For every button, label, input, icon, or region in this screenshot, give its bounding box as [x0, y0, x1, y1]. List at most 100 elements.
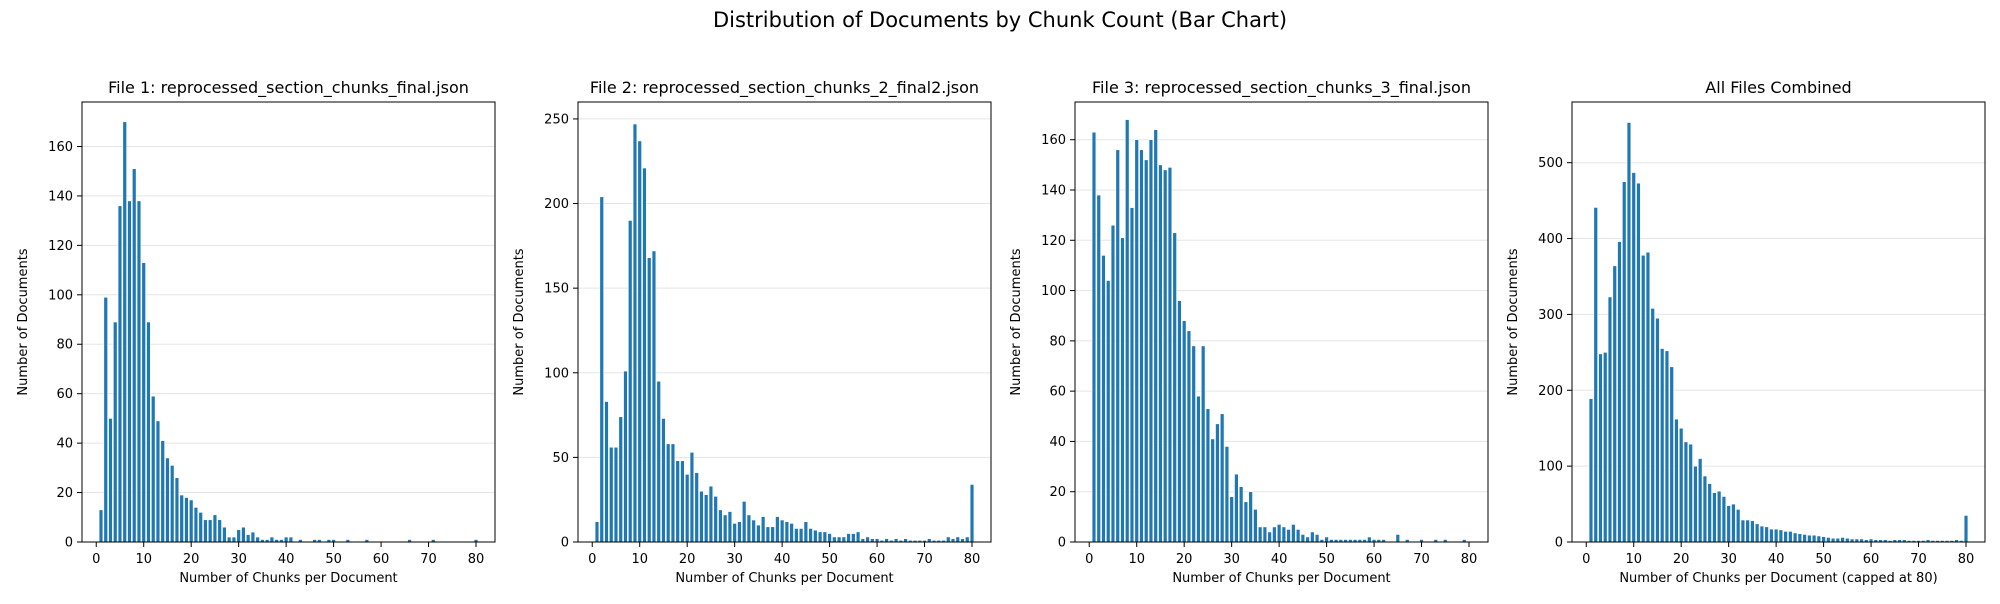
- chart-2-ylabel: Number of Documents: [512, 248, 527, 395]
- chart-2-bar-5: [613, 446, 619, 543]
- chart-2-bar-30: [732, 523, 737, 543]
- chart-1-ytick-label-0: 0: [65, 536, 73, 551]
- chart-3-ytick-label-0: 0: [1058, 536, 1066, 551]
- chart-4-bar-38: [1764, 526, 1769, 543]
- chart-1-bar-15: [165, 457, 170, 543]
- chart-1-ytick-label-60: 60: [56, 387, 73, 402]
- chart-1-bar-12: [151, 395, 156, 543]
- chart-3-bar-43: [1291, 524, 1296, 543]
- chart-2-bar-9: [632, 123, 638, 543]
- chart-3-ytick-label-120: 120: [1041, 234, 1066, 249]
- chart-2-bar-40: [779, 519, 785, 543]
- chart-2-bar-57: [860, 538, 866, 543]
- chart-3: 0 10 20 30 40 50 60 70 80 0 20 40 60 80 100 120 140 160 Fi…: [1009, 78, 1489, 586]
- chart-2-bar-35: [756, 524, 761, 543]
- chart-1-bar-34: [255, 536, 260, 543]
- chart-3-ytick-label-20: 20: [1049, 485, 1066, 500]
- chart-1-bar-16: [169, 465, 175, 543]
- chart-1-bar-6: [122, 121, 127, 543]
- chart-4-bar-80: [1963, 515, 1969, 543]
- chart-1-bar-3: [108, 418, 113, 543]
- chart-1-bar-4: [113, 321, 118, 543]
- chart-2-bar-53: [841, 536, 847, 543]
- chart-2-bar-22: [694, 472, 699, 543]
- chart-2-ytick-label-100: 100: [544, 366, 569, 381]
- chart-1-title: File 1: reprocessed_section_chunks_final…: [108, 78, 469, 98]
- chart-2-bar-12: [647, 257, 652, 543]
- chart-1-ytick-label-120: 120: [48, 239, 73, 254]
- chart-3-bar-36: [1257, 526, 1263, 543]
- chart-4-bar-3: [1598, 353, 1603, 543]
- chart-1-ylabel: Number of Documents: [16, 248, 31, 395]
- chart-4-bar-30: [1726, 505, 1731, 543]
- chart-3-bar-21: [1186, 330, 1192, 543]
- chart-1-xtick-label-60: 60: [373, 552, 390, 567]
- chart-3-xtick-label-60: 60: [1366, 552, 1383, 567]
- chart-4-bar-24: [1697, 458, 1703, 543]
- chart-3-bar-37: [1262, 526, 1268, 543]
- chart-1: 0 10 20 30 40 50 60 70 80 0 20 40 60 80 100 120 140 160 Fi…: [16, 78, 496, 586]
- chart-1-bar-21: [193, 507, 199, 543]
- chart-2-ytick-label-50: 50: [552, 451, 569, 466]
- chart-2-bar-31: [737, 521, 742, 543]
- chart-3-bar-7: [1120, 237, 1125, 543]
- chart-2-bar-8: [628, 220, 633, 543]
- chart-4-bar-27: [1712, 492, 1717, 543]
- chart-3-bar-44: [1295, 529, 1301, 543]
- chart-4-bar-46: [1802, 534, 1807, 543]
- chart-4-bar-9: [1626, 122, 1632, 543]
- chart-1-bar-20: [188, 499, 194, 543]
- chart-4-bar-26: [1707, 483, 1712, 543]
- chart-1-bar-11: [146, 321, 151, 543]
- chart-1-bar-19: [184, 497, 189, 543]
- chart-3-bar-42: [1286, 529, 1291, 543]
- chart-1-bar-2: [103, 296, 108, 543]
- chart-2-xlabel: Number of Chunks per Document: [675, 571, 893, 586]
- chart-4-bar-52: [1830, 537, 1836, 543]
- chart-2-xtick-label-20: 20: [679, 552, 696, 567]
- chart-2-xtick-label-30: 30: [726, 552, 743, 567]
- chart-4-bar-31: [1731, 503, 1736, 543]
- chart-2-bar-59: [870, 538, 875, 543]
- chart-4-bar-23: [1693, 465, 1698, 543]
- chart-1-ytick-label-40: 40: [56, 437, 73, 452]
- chart-1-bar-14: [160, 440, 165, 543]
- chart-4-bar-50: [1821, 536, 1826, 543]
- chart-3-bar-1: [1091, 131, 1097, 543]
- chart-3-bar-29: [1224, 446, 1230, 543]
- chart-4-bar-55: [1845, 537, 1850, 543]
- chart-2-bar-37: [765, 526, 771, 543]
- chart-2-bar-4: [609, 446, 614, 543]
- chart-3-bar-18: [1172, 232, 1177, 543]
- chart-4-bar-19: [1674, 418, 1679, 543]
- chart-2-bar-26: [713, 496, 718, 543]
- chart-4-title: All Files Combined: [1705, 78, 1851, 97]
- chart-2-bar-29: [727, 511, 733, 543]
- chart-3-bar-41: [1281, 526, 1287, 543]
- chart-2-bar-16: [665, 443, 671, 543]
- chart-2-bar-17: [670, 443, 676, 543]
- chart-4-xtick-label-80: 80: [1958, 552, 1975, 567]
- chart-3-bar-27: [1215, 423, 1220, 543]
- chart-2-bar-44: [798, 528, 804, 543]
- chart-4-bar-1: [1588, 398, 1594, 543]
- chart-2-bar-18: [675, 460, 680, 543]
- chart-2-bar-75: [946, 536, 951, 543]
- chart-4-xtick-label-0: 0: [1582, 552, 1590, 567]
- chart-3-bar-22: [1191, 345, 1196, 543]
- chart-4-bar-18: [1669, 366, 1674, 543]
- chart-3-bar-26: [1210, 438, 1215, 543]
- chart-2-bar-62: [884, 538, 889, 543]
- chart-2-bar-32: [741, 501, 747, 543]
- chart-4-bar-10: [1631, 172, 1636, 543]
- chart-3-bar-10: [1134, 139, 1139, 543]
- chart-2-bar-33: [746, 514, 752, 543]
- chart-2-xtick-label-50: 50: [821, 552, 838, 567]
- chart-4-bar-32: [1735, 509, 1741, 543]
- chart-1-bar-40: [283, 536, 289, 543]
- chart-4-bar-33: [1740, 519, 1746, 543]
- chart-1-xtick-label-40: 40: [278, 552, 295, 567]
- chart-1-bar-8: [132, 168, 137, 543]
- chart-2-bar-51: [832, 536, 837, 543]
